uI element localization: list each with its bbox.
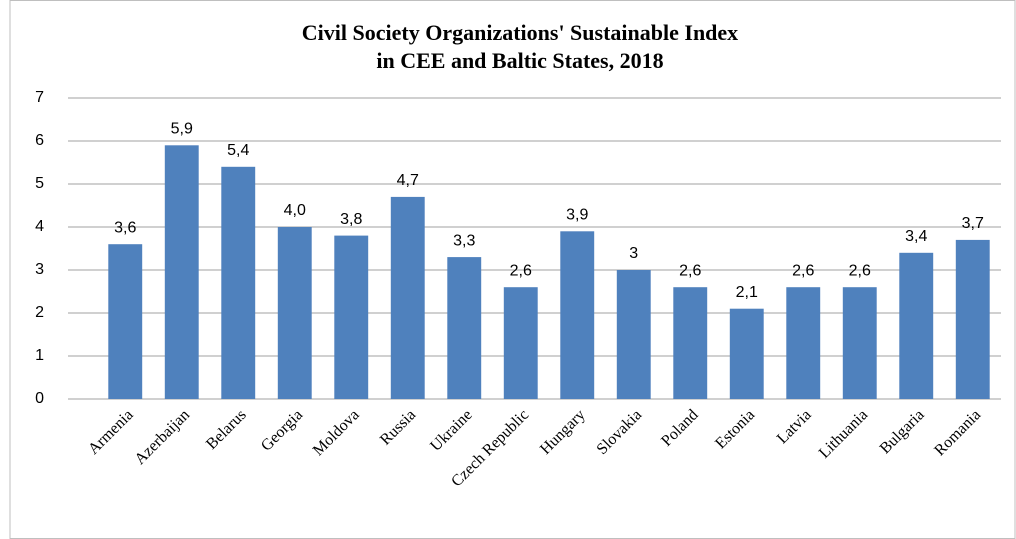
data-label: 2,6 <box>849 262 871 279</box>
data-label: 2,6 <box>792 262 814 279</box>
y-tick-label: 1 <box>35 347 44 364</box>
bar <box>786 287 821 399</box>
data-label: 3,3 <box>453 232 475 249</box>
data-label: 3,6 <box>114 219 136 236</box>
chart-title: in CEE and Baltic States, 2018 <box>376 48 663 73</box>
bar <box>164 145 199 399</box>
y-tick-label: 6 <box>35 132 44 149</box>
data-label: 4,7 <box>397 172 419 189</box>
bar <box>108 244 143 399</box>
data-label: 2,1 <box>736 284 758 301</box>
data-label: 4,0 <box>284 202 306 219</box>
data-label: 3,9 <box>566 207 588 224</box>
bar <box>221 166 256 399</box>
bar <box>899 252 934 399</box>
bar <box>673 287 708 399</box>
y-tick-label: 4 <box>35 218 44 235</box>
bar <box>503 287 538 399</box>
data-label: 3 <box>629 245 638 262</box>
y-tick-label: 2 <box>35 304 44 321</box>
y-tick-label: 7 <box>35 89 44 106</box>
y-tick-label: 3 <box>35 261 44 278</box>
bar <box>277 227 312 399</box>
bar <box>729 308 764 399</box>
y-tick-label: 5 <box>35 175 44 192</box>
data-label: 3,8 <box>340 211 362 228</box>
bar <box>842 287 877 399</box>
bar <box>560 231 595 399</box>
data-label: 5,9 <box>171 121 193 138</box>
data-label: 2,6 <box>679 262 701 279</box>
data-label: 5,4 <box>227 142 249 159</box>
chart-title: Civil Society Organizations' Sustainable… <box>302 20 738 45</box>
bar <box>616 270 651 399</box>
bar <box>334 235 369 399</box>
data-label: 3,7 <box>962 215 984 232</box>
bar <box>390 196 425 399</box>
data-label: 3,4 <box>905 228 927 245</box>
bar <box>447 257 482 399</box>
y-tick-label: 0 <box>35 390 44 407</box>
data-label: 2,6 <box>510 262 532 279</box>
bar <box>955 239 990 399</box>
